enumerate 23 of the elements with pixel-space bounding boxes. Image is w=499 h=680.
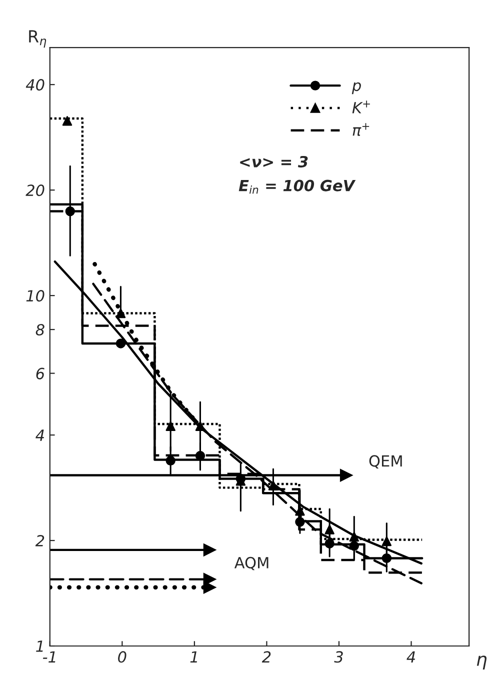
annotation: <ν> = 3 bbox=[240, 156, 308, 168]
x-axis-title: η bbox=[476, 656, 487, 670]
x-tick-label: 1 bbox=[190, 651, 197, 662]
x-tick-label: 4 bbox=[406, 651, 416, 662]
legend-label: π$^{+}$ bbox=[352, 123, 370, 136]
y-axis-title: R$_{η}$ bbox=[29, 30, 46, 48]
x-tick-label: 0 bbox=[118, 651, 126, 663]
x-tick-label: 2 bbox=[262, 651, 271, 662]
y-tick-label: 10 bbox=[26, 290, 44, 302]
y-tick-label: 20 bbox=[26, 184, 44, 196]
y-tick-label: 6 bbox=[36, 368, 44, 380]
legend-label: K$^{+}$ bbox=[352, 100, 370, 114]
y-tick-label: 1 bbox=[36, 640, 43, 652]
y-tick-label: 2 bbox=[35, 534, 44, 546]
x-tick-label: -1 bbox=[42, 651, 56, 662]
annotation: QEM bbox=[369, 455, 402, 468]
annotation: AQM bbox=[234, 556, 268, 570]
legend-label: p bbox=[352, 82, 361, 94]
y-tick-label: 40 bbox=[26, 79, 44, 91]
y-tick-label: 8 bbox=[36, 324, 44, 336]
annotation: E$_{in}$ = 100 GeV bbox=[238, 180, 356, 194]
y-tick-label: 4 bbox=[36, 430, 44, 441]
x-tick-label: 3 bbox=[334, 651, 343, 663]
